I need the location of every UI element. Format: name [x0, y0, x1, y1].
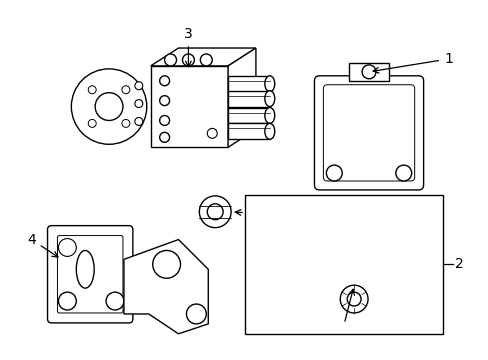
Circle shape — [207, 204, 223, 220]
Circle shape — [152, 251, 180, 278]
Polygon shape — [228, 48, 255, 147]
Circle shape — [395, 165, 411, 181]
FancyBboxPatch shape — [323, 85, 414, 181]
Circle shape — [340, 285, 367, 313]
Circle shape — [122, 86, 130, 94]
Circle shape — [160, 132, 169, 142]
Text: 1: 1 — [372, 52, 452, 73]
FancyBboxPatch shape — [57, 235, 122, 313]
Polygon shape — [228, 91, 269, 107]
Circle shape — [182, 54, 194, 66]
Circle shape — [106, 292, 123, 310]
Circle shape — [164, 54, 176, 66]
Polygon shape — [150, 48, 255, 66]
Polygon shape — [150, 66, 228, 147]
Polygon shape — [228, 108, 269, 123]
Ellipse shape — [264, 76, 274, 92]
Circle shape — [160, 76, 169, 86]
Ellipse shape — [264, 123, 274, 139]
Circle shape — [346, 292, 360, 306]
Ellipse shape — [264, 91, 274, 107]
Circle shape — [200, 54, 212, 66]
Polygon shape — [244, 195, 443, 334]
Circle shape — [135, 117, 142, 125]
Polygon shape — [228, 123, 269, 139]
Text: 2: 2 — [454, 257, 463, 271]
Ellipse shape — [264, 108, 274, 123]
Circle shape — [135, 100, 142, 108]
Circle shape — [95, 93, 122, 121]
Circle shape — [325, 165, 342, 181]
Text: 4: 4 — [27, 233, 58, 257]
Polygon shape — [228, 76, 269, 92]
Circle shape — [207, 129, 217, 138]
Circle shape — [160, 96, 169, 105]
Circle shape — [88, 120, 96, 127]
Circle shape — [71, 69, 146, 144]
Polygon shape — [123, 239, 208, 334]
Circle shape — [59, 292, 76, 310]
Circle shape — [186, 304, 206, 324]
FancyBboxPatch shape — [314, 76, 423, 190]
Circle shape — [59, 239, 76, 256]
Polygon shape — [348, 63, 388, 81]
Circle shape — [88, 86, 96, 94]
Circle shape — [361, 65, 375, 79]
Ellipse shape — [76, 251, 94, 288]
Circle shape — [199, 196, 231, 228]
Circle shape — [122, 120, 130, 127]
Circle shape — [160, 116, 169, 125]
Text: 3: 3 — [183, 27, 192, 67]
FancyBboxPatch shape — [47, 226, 133, 323]
Circle shape — [135, 82, 142, 90]
